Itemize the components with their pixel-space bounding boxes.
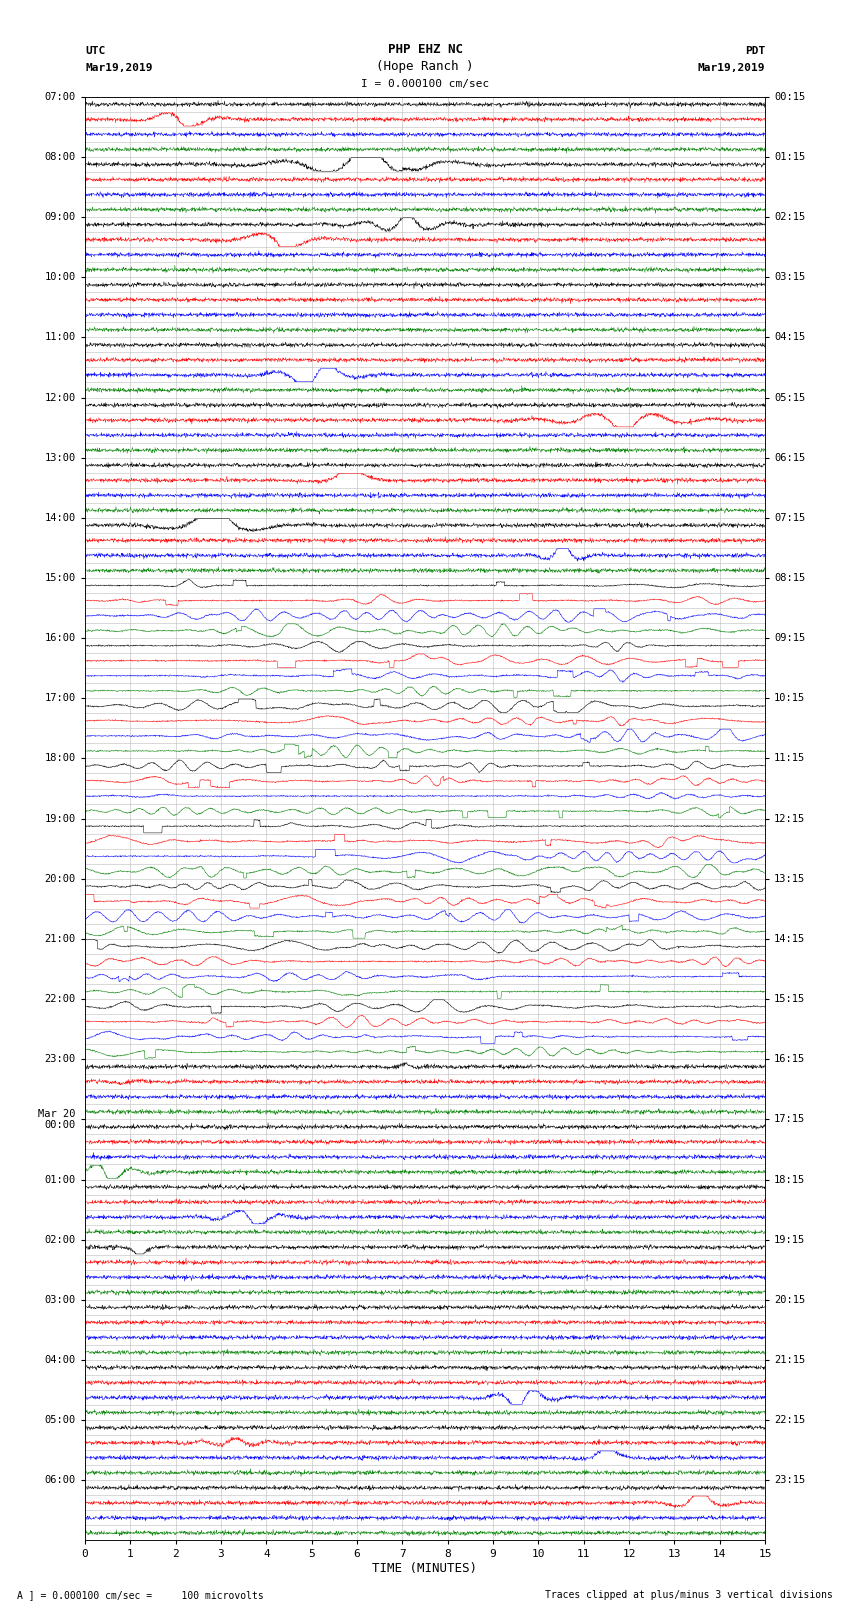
Text: Mar19,2019: Mar19,2019 — [698, 63, 765, 73]
Text: Mar19,2019: Mar19,2019 — [85, 63, 152, 73]
Text: PHP EHZ NC: PHP EHZ NC — [388, 44, 462, 56]
Text: Traces clipped at plus/minus 3 vertical divisions: Traces clipped at plus/minus 3 vertical … — [545, 1590, 833, 1600]
Text: A ] = 0.000100 cm/sec =     100 microvolts: A ] = 0.000100 cm/sec = 100 microvolts — [17, 1590, 264, 1600]
Text: PDT: PDT — [745, 47, 765, 56]
X-axis label: TIME (MINUTES): TIME (MINUTES) — [372, 1563, 478, 1576]
Text: UTC: UTC — [85, 47, 105, 56]
Text: I = 0.000100 cm/sec: I = 0.000100 cm/sec — [361, 79, 489, 89]
Text: (Hope Ranch ): (Hope Ranch ) — [377, 60, 473, 73]
